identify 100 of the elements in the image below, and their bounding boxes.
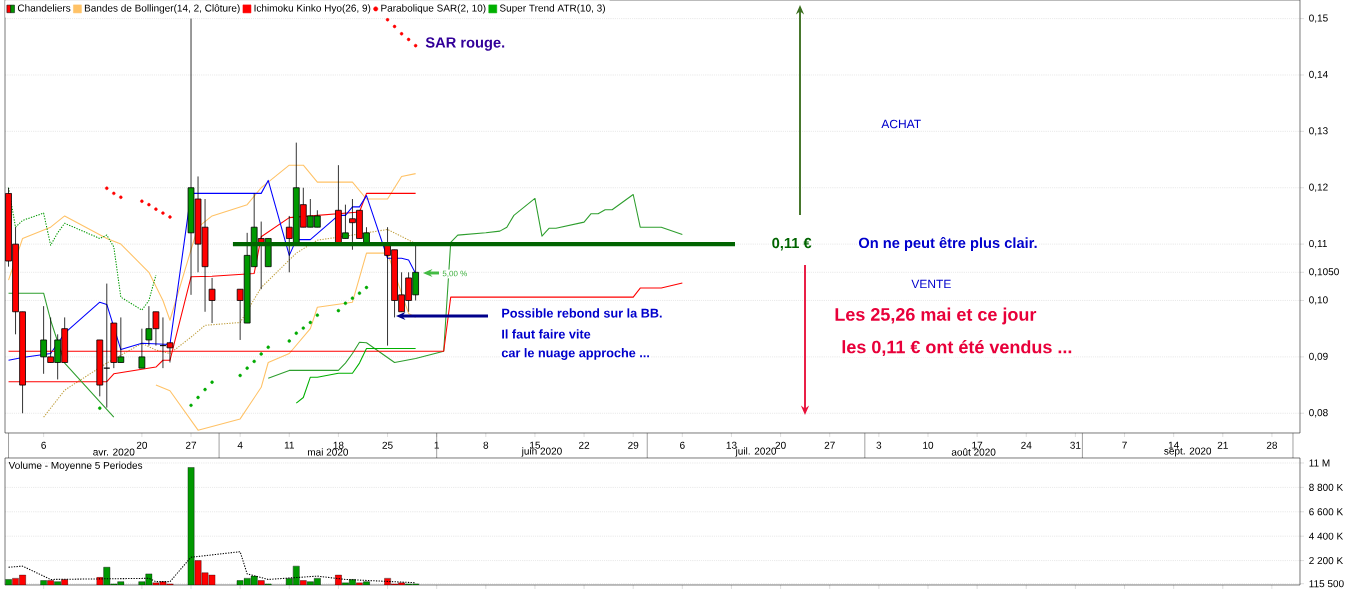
y-tick-label: 11 M xyxy=(1309,459,1330,467)
y-tick-label: 115 500 xyxy=(1309,580,1344,588)
x-tick-label: 13 xyxy=(726,441,737,449)
point xyxy=(112,191,116,196)
y-tick-label: 6 600 K xyxy=(1309,508,1344,516)
point xyxy=(287,339,292,343)
text: sept. 2020 xyxy=(1164,447,1212,457)
point xyxy=(406,37,411,42)
x-tick-label: 14 xyxy=(1168,441,1179,449)
x-tick-label: 18 xyxy=(333,441,344,449)
text: avr. 2020 xyxy=(93,448,135,456)
x-tick-label: 6 xyxy=(680,441,685,449)
annotation: On ne peut être plus clair. xyxy=(858,237,1037,251)
point xyxy=(98,406,102,410)
point xyxy=(350,296,355,300)
line-series xyxy=(7,164,417,321)
x-tick-label: 4 xyxy=(237,441,243,449)
y-tick-label: 0,13 xyxy=(1309,127,1328,136)
y-tick-label: 0,10 xyxy=(1309,296,1328,305)
point xyxy=(189,403,193,408)
annotation: les 0,11 € ont été vendus ... xyxy=(842,340,1072,356)
x-tick-label: 25 xyxy=(382,441,393,449)
annotation: ACHAT xyxy=(881,119,921,129)
x-tick-label: 17 xyxy=(972,441,983,449)
x-tick-label: 27 xyxy=(824,441,835,449)
x-tick-label: 8 xyxy=(483,441,489,449)
x-tick-label: 15 xyxy=(530,441,541,449)
point xyxy=(315,313,320,317)
point xyxy=(413,43,418,48)
text: mai 2020 xyxy=(307,448,349,456)
point xyxy=(252,359,256,364)
x-tick-label: 24 xyxy=(1021,441,1032,449)
legend-label: Ichimoku Kinko Hyo(26, 9) xyxy=(254,4,371,14)
legend-label: Parabolique SAR(2, 10) xyxy=(381,4,486,14)
x-tick-label: 11 xyxy=(284,441,294,449)
x-tick-label: 6 xyxy=(41,441,46,449)
annotation: SAR rouge. xyxy=(425,37,505,51)
point xyxy=(392,24,397,29)
x-tick-label: 7 xyxy=(1122,441,1127,449)
text: août 2020 xyxy=(951,448,996,456)
point xyxy=(161,211,165,215)
point xyxy=(385,17,390,22)
x-tick-label: 3 xyxy=(876,441,882,449)
y-tick-label: 0,11 xyxy=(1309,239,1327,249)
point xyxy=(140,199,144,203)
ref-line-label: 0,11 € xyxy=(772,237,812,251)
point xyxy=(301,326,306,330)
y-tick-label: 0,1050 xyxy=(1309,268,1339,277)
point xyxy=(294,331,299,335)
chart-title: Volume - Moyenne 5 Periodes xyxy=(8,461,143,471)
candlestick xyxy=(208,277,216,324)
annotation: Il faut faire vite xyxy=(502,329,591,339)
annotation: Les 25,26 mai et ce jour xyxy=(835,307,1037,325)
x-tick-label: 21 xyxy=(1217,441,1228,449)
annotation: car le nuage approche ... xyxy=(501,348,649,360)
x-tick-label: 22 xyxy=(579,441,590,449)
line-series xyxy=(7,187,157,311)
x-tick-label: 10 xyxy=(923,441,934,449)
point xyxy=(238,373,242,378)
candlestick xyxy=(138,328,146,369)
x-tick-label: 31 xyxy=(1070,441,1081,449)
point xyxy=(210,380,214,384)
y-tick-label: 0,08 xyxy=(1309,409,1328,418)
x-tick-label: 20 xyxy=(136,441,148,449)
x-tick-label: 1 xyxy=(434,441,439,449)
point xyxy=(119,195,123,200)
y-tick-label: 0,09 xyxy=(1309,352,1328,361)
point xyxy=(399,32,404,36)
legend-label: Super Trend ATR(10, 3) xyxy=(499,4,605,14)
point xyxy=(203,387,207,392)
point xyxy=(357,291,362,295)
point xyxy=(364,285,369,290)
y-tick-label: 0,12 xyxy=(1309,183,1328,192)
y-tick-label: 8 800 K xyxy=(1309,483,1344,491)
annotation: VENTE xyxy=(911,279,951,289)
point xyxy=(259,352,263,356)
point xyxy=(154,207,158,211)
x-tick-label: 27 xyxy=(185,441,197,449)
x-tick-label: 28 xyxy=(1266,441,1278,449)
y-tick-label: 4 400 K xyxy=(1308,532,1344,540)
y-tick-label: 0,15 xyxy=(1309,14,1328,23)
point xyxy=(168,215,172,219)
y-tick-label: 0,14 xyxy=(1309,70,1328,80)
point xyxy=(147,202,151,207)
x-tick-label: 29 xyxy=(628,441,639,449)
point xyxy=(196,395,200,400)
text: juil. 2020 xyxy=(735,447,777,457)
annotation: 5,00 % xyxy=(442,270,467,278)
x-tick-label: 20 xyxy=(775,441,786,449)
legend-label: Chandeliers xyxy=(17,4,71,12)
point xyxy=(308,320,313,325)
point xyxy=(245,366,249,370)
line-series xyxy=(295,347,417,404)
point xyxy=(336,308,341,313)
point xyxy=(105,186,109,191)
legend-label: Bandes de Bollinger(14, 2, Clôture) xyxy=(84,4,240,14)
point xyxy=(343,301,348,306)
point xyxy=(266,345,270,350)
annotation: Possible rebond sur la BB. xyxy=(502,308,662,318)
y-tick-label: 2 200 K xyxy=(1309,557,1344,565)
